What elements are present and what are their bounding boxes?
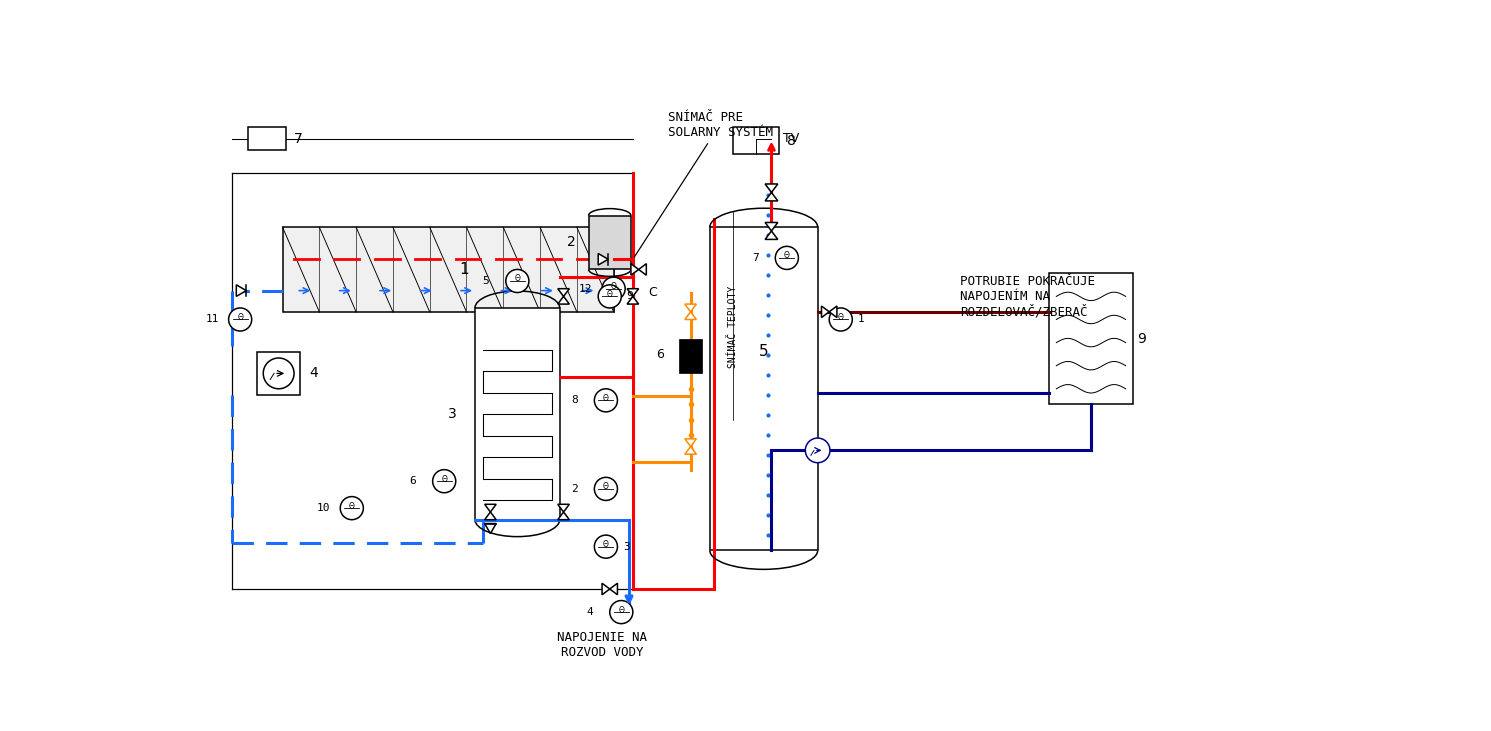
Circle shape — [775, 246, 798, 270]
Circle shape — [340, 496, 364, 520]
Text: Θ: Θ — [784, 251, 790, 260]
FancyBboxPatch shape — [248, 127, 286, 150]
Circle shape — [610, 601, 632, 624]
Polygon shape — [684, 312, 696, 319]
Text: Θ: Θ — [838, 313, 844, 322]
Circle shape — [805, 438, 830, 463]
Circle shape — [264, 358, 294, 389]
Text: Θ: Θ — [441, 474, 447, 484]
Text: Θ: Θ — [602, 394, 608, 403]
Polygon shape — [602, 583, 610, 595]
Polygon shape — [598, 254, 608, 265]
Text: Θ: Θ — [237, 313, 243, 322]
Text: 5: 5 — [483, 276, 489, 286]
Polygon shape — [558, 289, 570, 296]
Circle shape — [598, 285, 622, 308]
Circle shape — [228, 308, 252, 331]
Text: 8: 8 — [787, 134, 796, 148]
Polygon shape — [485, 504, 497, 512]
Polygon shape — [765, 222, 778, 231]
FancyBboxPatch shape — [1048, 273, 1133, 404]
Polygon shape — [822, 306, 829, 317]
Text: 9: 9 — [1138, 332, 1147, 346]
Text: 12: 12 — [579, 284, 592, 294]
Text: Θ: Θ — [607, 289, 613, 299]
Text: 8: 8 — [571, 395, 579, 406]
FancyBboxPatch shape — [256, 352, 300, 395]
Text: Θ: Θ — [514, 274, 520, 284]
Polygon shape — [684, 439, 696, 447]
Text: SNÍMAČ TEPLOTY: SNÍMAČ TEPLOTY — [728, 286, 738, 368]
Text: TV: TV — [783, 132, 799, 145]
Polygon shape — [765, 184, 778, 192]
Text: 7: 7 — [751, 253, 759, 263]
FancyBboxPatch shape — [476, 308, 559, 520]
Text: SNÍMAČ PRE
SOLARNY SYSTÉM: SNÍMAČ PRE SOLARNY SYSTÉM — [634, 110, 772, 257]
Text: NAPOJENIE NA
ROZVOD VODY: NAPOJENIE NA ROZVOD VODY — [558, 632, 647, 659]
Polygon shape — [558, 504, 570, 512]
Text: 1: 1 — [459, 262, 470, 277]
Polygon shape — [628, 289, 638, 296]
Text: POTRUBIE POKRAČUJE
NAPOJENÍM NA
ROZDELOVAČ/ZBERAČ: POTRUBIE POKRAČUJE NAPOJENÍM NA ROZDELOV… — [960, 275, 1094, 318]
Polygon shape — [631, 264, 638, 275]
Polygon shape — [485, 523, 497, 534]
Polygon shape — [638, 264, 646, 275]
Polygon shape — [558, 296, 570, 304]
Text: 11: 11 — [206, 314, 219, 325]
FancyBboxPatch shape — [589, 216, 631, 270]
Text: 10: 10 — [318, 503, 331, 513]
Text: 7: 7 — [294, 132, 303, 145]
Text: 5: 5 — [759, 344, 768, 360]
Polygon shape — [236, 285, 246, 296]
Polygon shape — [829, 306, 836, 317]
Polygon shape — [765, 192, 778, 201]
Text: Θ: Θ — [611, 282, 617, 291]
Text: 9: 9 — [626, 292, 634, 301]
Text: 3: 3 — [623, 542, 629, 552]
Text: Θ: Θ — [602, 482, 608, 491]
Text: 4: 4 — [310, 366, 318, 380]
Circle shape — [595, 535, 617, 558]
Polygon shape — [628, 296, 638, 304]
FancyBboxPatch shape — [282, 227, 614, 312]
Text: C: C — [649, 287, 658, 300]
Text: 2: 2 — [571, 484, 579, 494]
Text: 1: 1 — [857, 314, 865, 325]
Text: Θ: Θ — [602, 540, 608, 549]
Text: 6: 6 — [656, 348, 663, 360]
Circle shape — [829, 308, 853, 331]
Circle shape — [432, 469, 456, 493]
Circle shape — [602, 277, 625, 300]
FancyBboxPatch shape — [710, 227, 817, 550]
FancyBboxPatch shape — [678, 338, 702, 374]
Circle shape — [505, 270, 529, 292]
Polygon shape — [684, 304, 696, 312]
Polygon shape — [765, 231, 778, 240]
FancyBboxPatch shape — [734, 127, 780, 154]
Text: Θ: Θ — [349, 501, 355, 510]
Text: 2: 2 — [568, 235, 576, 249]
Circle shape — [595, 477, 617, 501]
Text: Θ: Θ — [619, 605, 625, 615]
Polygon shape — [485, 512, 497, 520]
Polygon shape — [610, 583, 617, 595]
Text: 6: 6 — [410, 476, 416, 486]
Polygon shape — [684, 447, 696, 454]
Text: 4: 4 — [586, 607, 593, 617]
Text: 3: 3 — [449, 407, 456, 421]
Circle shape — [595, 389, 617, 412]
Polygon shape — [558, 512, 570, 520]
